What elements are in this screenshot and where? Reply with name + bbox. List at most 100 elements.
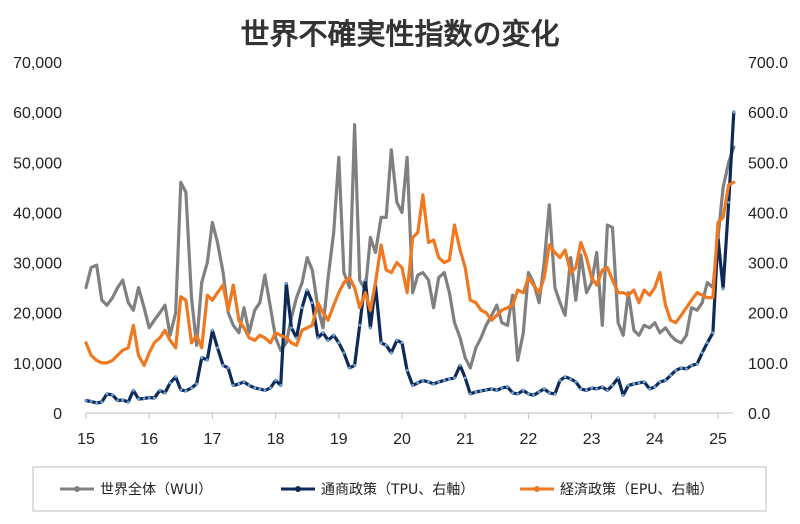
data-point xyxy=(126,346,130,350)
data-point xyxy=(405,291,409,295)
data-point xyxy=(384,216,388,219)
data-point xyxy=(685,333,688,337)
data-point xyxy=(379,216,383,219)
data-point xyxy=(606,266,609,269)
x-tick-label: 19 xyxy=(330,431,348,448)
data-point xyxy=(216,241,219,244)
data-point xyxy=(468,298,472,302)
series-line xyxy=(84,110,736,405)
data-point xyxy=(163,303,167,307)
data-point xyxy=(621,394,625,397)
data-point xyxy=(205,293,209,297)
legend-label: 経済政策（EPU、右軸） xyxy=(560,481,714,498)
data-point xyxy=(121,398,125,402)
data-point xyxy=(453,223,456,227)
axes: 0 10,000 20,000 30,000 40,000 50,000 60,000 70,… xyxy=(13,55,788,448)
data-point xyxy=(374,251,377,254)
data-point xyxy=(674,338,678,342)
data-point xyxy=(95,401,99,405)
data-point xyxy=(595,251,599,254)
data-point xyxy=(137,286,140,289)
data-point xyxy=(437,380,441,384)
data-point xyxy=(516,288,520,292)
data-point xyxy=(332,303,336,307)
data-point xyxy=(727,183,731,187)
data-point xyxy=(174,346,178,350)
data-point xyxy=(642,380,646,384)
data-point xyxy=(416,273,420,277)
data-point xyxy=(405,369,409,372)
data-point xyxy=(705,341,709,345)
data-point xyxy=(137,397,140,401)
data-point xyxy=(616,321,620,325)
data-point xyxy=(416,231,420,234)
data-point xyxy=(200,356,204,360)
data-point xyxy=(585,256,588,259)
data-point xyxy=(300,306,304,310)
data-point xyxy=(637,301,641,305)
data-point xyxy=(384,343,388,347)
data-point xyxy=(95,263,99,267)
data-point xyxy=(490,387,494,391)
data-point xyxy=(674,321,678,325)
data-point xyxy=(642,288,646,292)
data-point xyxy=(258,387,262,391)
data-point xyxy=(147,326,151,330)
data-point xyxy=(427,241,430,244)
data-point xyxy=(448,291,451,295)
data-point xyxy=(379,341,383,345)
x-tick-label: 25 xyxy=(709,431,727,448)
data-point xyxy=(411,236,415,239)
data-point xyxy=(348,286,351,289)
data-point xyxy=(616,376,620,380)
y-right-tick-label: 100.0 xyxy=(748,356,788,373)
data-point xyxy=(506,306,509,310)
data-point xyxy=(269,386,272,390)
data-point xyxy=(553,286,557,289)
data-point xyxy=(105,361,109,365)
data-point xyxy=(442,379,446,382)
data-point xyxy=(479,336,483,340)
data-point xyxy=(221,271,225,274)
data-point xyxy=(558,379,562,382)
series-line xyxy=(84,180,736,367)
data-point xyxy=(274,331,277,335)
data-point xyxy=(506,385,509,389)
data-point xyxy=(358,278,362,282)
data-point xyxy=(416,381,420,385)
data-point xyxy=(121,278,125,282)
data-point xyxy=(231,384,235,387)
data-point xyxy=(595,387,599,391)
data-point xyxy=(279,333,283,337)
data-point xyxy=(147,396,151,399)
x-tick-label: 20 xyxy=(393,431,411,448)
data-point xyxy=(537,301,541,305)
data-point xyxy=(695,362,699,366)
data-point xyxy=(432,238,435,242)
data-point xyxy=(100,298,104,302)
data-point xyxy=(111,359,114,362)
data-point xyxy=(190,341,193,345)
data-point xyxy=(126,400,130,404)
data-point xyxy=(490,313,494,317)
data-point xyxy=(310,323,314,327)
data-point xyxy=(389,148,393,152)
data-point xyxy=(569,256,573,259)
data-point xyxy=(642,323,646,327)
data-point xyxy=(226,311,230,315)
x-tick-label: 23 xyxy=(583,431,601,448)
data-point xyxy=(137,353,140,357)
data-point xyxy=(100,400,104,404)
x-tick-label: 21 xyxy=(456,431,474,448)
data-point xyxy=(184,389,188,393)
data-point xyxy=(163,391,167,395)
data-point xyxy=(158,311,162,315)
data-point xyxy=(263,273,267,277)
data-point xyxy=(500,308,504,312)
data-point xyxy=(700,351,704,355)
data-point xyxy=(258,301,262,305)
series-2 xyxy=(84,110,736,405)
legend-entry: 通商政策（TPU、右軸） xyxy=(281,481,474,498)
data-point xyxy=(242,380,246,384)
data-point xyxy=(337,155,341,159)
